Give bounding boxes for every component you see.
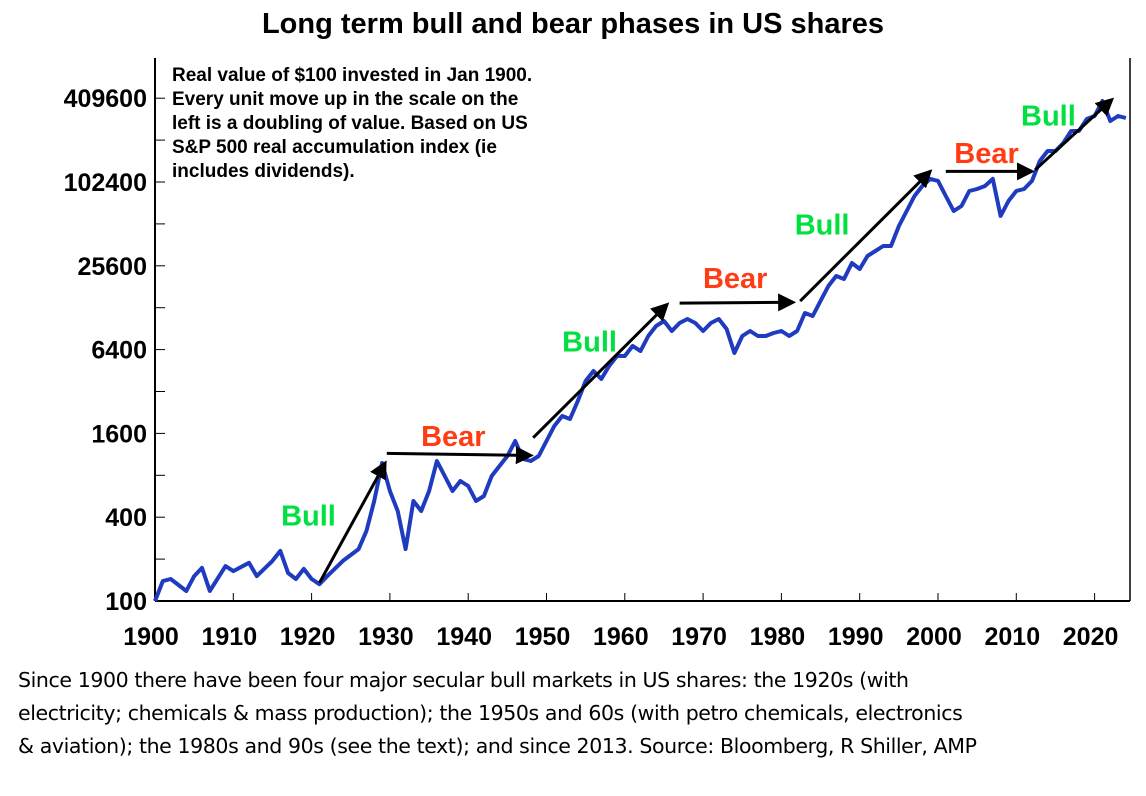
y-tick-label: 102400 — [64, 169, 147, 197]
phase-arrow-bull — [799, 169, 933, 303]
phase-arrow-bull — [532, 302, 670, 439]
x-tick-label: 1980 — [750, 623, 806, 651]
x-tick-label: 1950 — [515, 623, 571, 651]
y-tick-label: 400 — [105, 504, 147, 532]
y-tick-label: 6400 — [91, 337, 147, 365]
phase-arrow-bull — [318, 460, 387, 584]
y-tick-label: 1600 — [91, 420, 147, 448]
chart-footer: Since 1900 there have been four major se… — [18, 668, 977, 758]
x-tick-label: 1930 — [358, 623, 414, 651]
x-tick-label: 1910 — [201, 623, 257, 651]
phase-label-bull: Bull — [795, 209, 850, 241]
phase-arrow-bear — [679, 293, 797, 312]
x-tick-label: 1960 — [593, 623, 649, 651]
phase-label-bull: Bull — [281, 500, 336, 532]
phase-arrow-bear — [386, 446, 534, 465]
x-tick-label: 1940 — [436, 623, 492, 651]
y-tick-label: 100 — [105, 588, 147, 616]
chart-note: Real value of $100 invested in Jan 1900.… — [172, 65, 533, 182]
phase-label-bear: Bear — [954, 138, 1019, 170]
phase-label-bear: Bear — [703, 263, 768, 295]
phase-label-bear: Bear — [421, 421, 486, 453]
y-tick-label: 25600 — [77, 253, 147, 281]
x-tick-label: 1900 — [123, 623, 179, 651]
x-tick-label: 1990 — [828, 623, 884, 651]
phase-label-bull: Bull — [1021, 101, 1076, 133]
phase-arrow-bull — [1034, 97, 1115, 172]
y-tick-label: 409600 — [64, 85, 147, 113]
chart-title: Long term bull and bear phases in US sha… — [261, 8, 885, 40]
x-tick-label: 1920 — [280, 623, 336, 651]
x-tick-label: 2010 — [984, 623, 1040, 651]
x-tick-label: 2020 — [1063, 623, 1119, 651]
x-tick-label: 2000 — [906, 623, 962, 651]
x-tick-label: 1970 — [671, 623, 727, 651]
phase-label-bull: Bull — [562, 327, 617, 359]
